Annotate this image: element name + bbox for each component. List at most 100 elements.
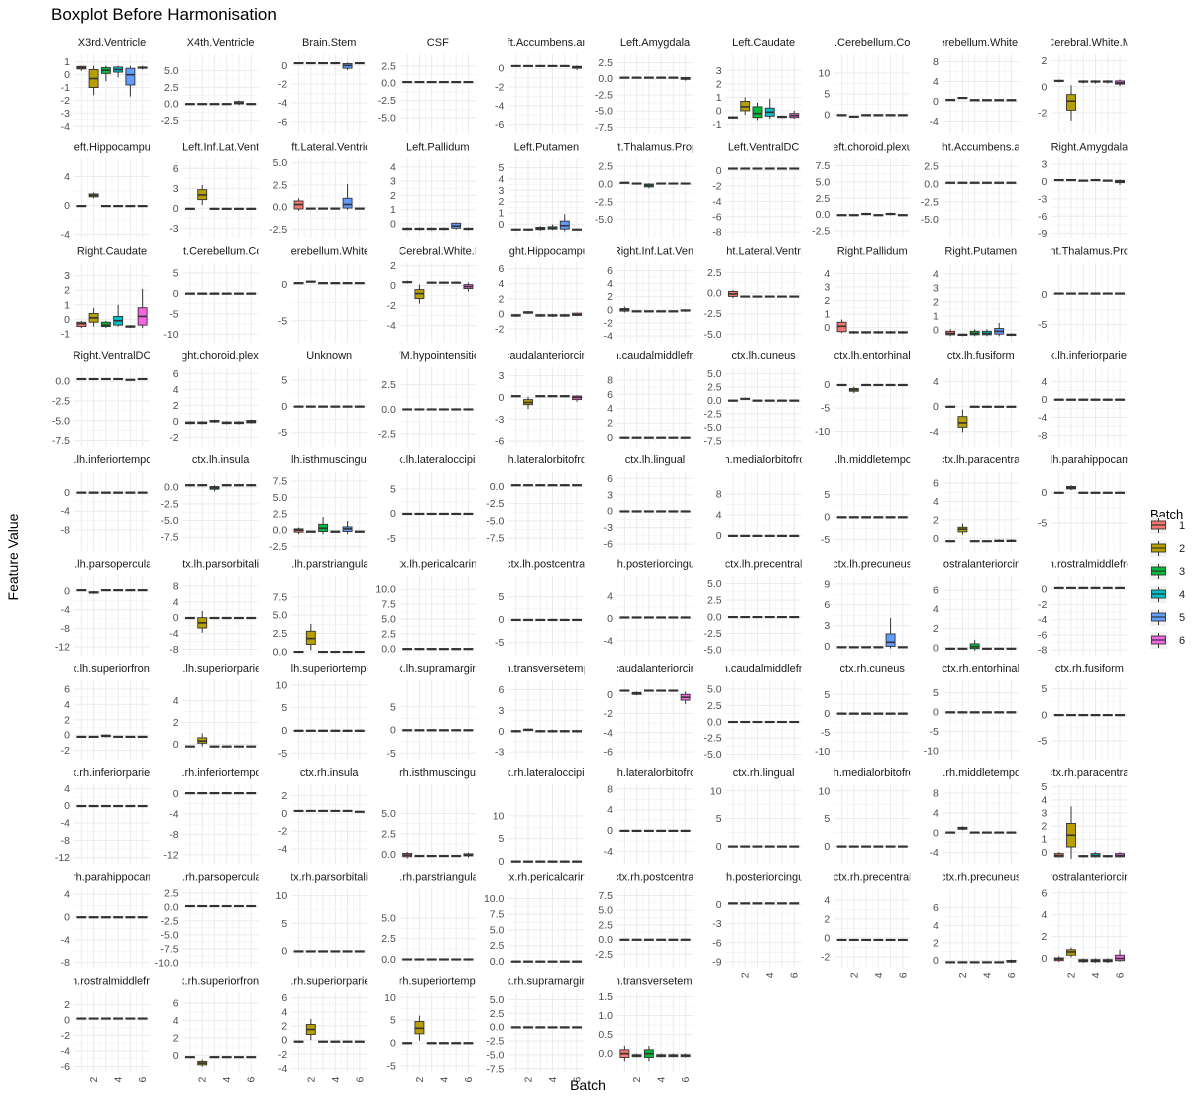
y-tick-label: 5 — [824, 813, 830, 825]
y-tick-label: -2 — [495, 324, 504, 336]
y-tick-label: -2.5 — [595, 949, 613, 961]
facet-label: X4th.Ventricle — [187, 37, 255, 49]
facet-label: ctx.rh.parstriangularis — [385, 871, 491, 883]
x-tick-label: 4 — [221, 1077, 233, 1083]
facet-label: Right.Caudate — [77, 246, 147, 258]
y-tick-label: 4 — [64, 699, 70, 711]
y-tick-label: -4 — [604, 727, 613, 739]
y-tick-label: -2.5 — [161, 115, 179, 127]
facet-label: Left.Amygdala — [620, 37, 691, 49]
y-tick-label: 8 — [607, 374, 613, 386]
y-tick-label: 2.5 — [164, 82, 179, 94]
facet-panel: ctx.rh.paracentral 543 210 — [1042, 767, 1132, 865]
y-tick-label: 0 — [499, 726, 505, 738]
y-tick-label: 2.5 — [707, 700, 722, 712]
facet-panel: Right.Hippocampus 6 4 2 0 -2 — [495, 246, 585, 343]
y-tick-label: -10 — [924, 745, 939, 757]
y-tick-label: 5.0 — [816, 176, 831, 188]
y-tick-label: -3 — [495, 414, 504, 426]
facet-panel: ctx.lh.lateralorbitofrontal 0.0 -2.5 -5.0 -7… — [486, 454, 585, 552]
y-tick-label: -8 — [61, 957, 70, 969]
y-tick-label: 4 — [390, 161, 396, 173]
y-tick-label: 7.5 — [273, 476, 288, 488]
legend-label: 6 — [1179, 635, 1185, 647]
facet-panel: Left.Caudate 32 10 -1 — [712, 37, 802, 134]
y-tick-label: -5 — [1038, 735, 1047, 747]
facet-panel: ctx.lh.supramarginal 5 0 -5 — [386, 663, 476, 760]
facet-panel: Left.Pallidum 4 3 2 1 0 — [390, 141, 476, 239]
facet-label: ctx.rh.middletemporal — [928, 767, 1033, 779]
y-tick-label: 0 — [1042, 81, 1048, 93]
y-tick-label: -7.5 — [704, 435, 722, 447]
y-tick-label: 0.0 — [924, 179, 939, 191]
facet-label: ctx.lh.caudalanteriorcingulate — [475, 350, 617, 362]
y-tick-label: 6 — [499, 263, 505, 275]
y-tick-label: -4 — [386, 320, 395, 332]
y-tick-label: 1 — [933, 310, 939, 322]
y-tick-label: -2.5 — [269, 224, 287, 236]
y-tick-label: 3 — [173, 183, 179, 195]
y-tick-label: 7.5 — [598, 890, 613, 902]
facet-panel: X3rd.Ventricle 10-1-2-3-4 — [61, 37, 150, 134]
y-tick-label: 2 — [499, 196, 505, 208]
facet-panel: ctx.lh.parstriangularis 7.5 5.0 2.5 0.0 — [273, 559, 368, 658]
facet-label: ctx.lh.rostralanteriorcingulate — [910, 559, 1051, 571]
facet-label: ctx.rh.posteriorcingulate — [705, 871, 822, 883]
facet-label: ctx.rh.fusiform — [1055, 663, 1124, 675]
y-tick-label: -7.5 — [52, 435, 70, 447]
y-tick-label: 4 — [607, 278, 613, 290]
facet-label: ctx.rh.rostralanteriorcingulate — [1018, 871, 1160, 883]
y-tick-label: -3 — [604, 522, 613, 534]
y-tick-label: 6 — [933, 478, 939, 490]
facet-panel: Right.Cerebellum.Cortex 5 0 -5 -10 — [163, 246, 259, 343]
y-tick-label: -2.5 — [595, 196, 613, 208]
y-tick-label: 6 — [824, 599, 830, 611]
y-tick-label: -2.5 — [704, 308, 722, 320]
y-tick-label: 6 — [173, 163, 179, 175]
y-tick-label: 5 — [716, 813, 722, 825]
y-tick-label: -2 — [278, 1049, 287, 1061]
y-tick-label: 10 — [276, 679, 288, 691]
facet-label: Left.Inf.Lat.Vent — [182, 141, 259, 153]
y-tick-label: 2.5 — [381, 629, 396, 641]
y-tick-label: -6 — [712, 937, 721, 949]
y-tick-label: 5 — [390, 1015, 396, 1027]
y-tick-label: 0 — [281, 60, 287, 72]
facet-panel: ctx.lh.postcentral 5 0 -5 — [495, 559, 585, 656]
x-tick-label: 2 — [197, 1077, 209, 1083]
y-axis-title: Feature Value — [5, 513, 21, 600]
facet-label: ctx.lh.precentral — [725, 559, 803, 571]
y-tick-label: -4 — [61, 1045, 70, 1057]
facet-panel: ctx.rh.supramarginal 5.0 2.5 0.0 -2.5-5.0 -7.… — [486, 976, 585, 1083]
facet-panel: ctx.rh.parsorbitalis 10 5 0 — [276, 871, 368, 969]
y-tick-label: -5 — [386, 1060, 395, 1072]
y-tick-label: 6 — [64, 684, 70, 696]
y-tick-label: 0 — [173, 1050, 179, 1062]
y-tick-label: -12 — [163, 849, 178, 861]
y-tick-label: -5.0 — [921, 214, 939, 226]
facet-label: ctx.rh.paracentral — [1047, 767, 1132, 779]
facet-label: Left.Accumbens.area — [494, 37, 599, 49]
y-tick-label: 0 — [1042, 847, 1048, 859]
y-tick-label: 0.0 — [164, 99, 179, 111]
y-tick-label: 0 — [499, 614, 505, 626]
y-tick-label: 6 — [499, 684, 505, 696]
facet-panel: ctx.rh.inferiorparietal 4 0 -4 -8 -12 — [55, 767, 162, 864]
legend-label: 1 — [1179, 520, 1185, 532]
facet-label: Right.choroid.plexus — [171, 350, 271, 362]
y-tick-label: -2 — [386, 300, 395, 312]
y-tick-label: 5 — [281, 375, 287, 387]
facet-panel: ctx.rh.caudalanteriorcingulate 0 -2 -4 -6 — [604, 663, 693, 760]
y-tick-label: 0 — [64, 487, 70, 499]
y-tick-label: -1 — [61, 82, 70, 94]
facet-label: ctx.lh.rostralmiddlefrontal — [1028, 559, 1150, 571]
y-tick-label: 5 — [824, 89, 830, 101]
y-tick-label: -5 — [278, 315, 287, 327]
facet-panel: WM.hypointensities 2.5 0.0 -2.5 — [378, 350, 476, 447]
facet-label: Right.Thalamus.Proper — [1033, 246, 1146, 258]
y-tick-label: 0 — [64, 730, 70, 742]
y-tick-label: -6 — [1038, 211, 1047, 223]
y-tick-label: 2.5 — [490, 1008, 505, 1020]
facet-label: ctx.rh.inferiorparietal — [62, 767, 162, 779]
y-tick-label: -4 — [604, 635, 613, 647]
